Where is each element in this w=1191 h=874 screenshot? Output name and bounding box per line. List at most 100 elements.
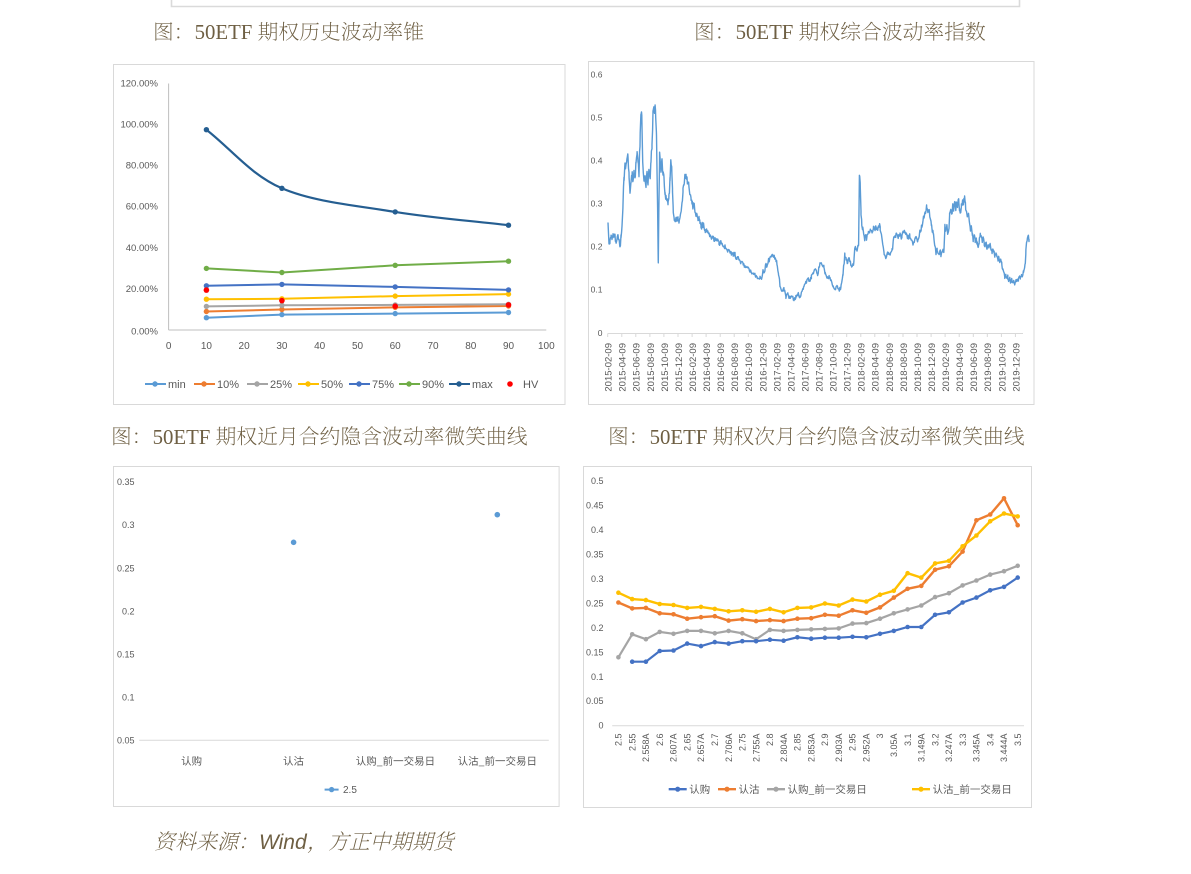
svg-text:0.5: 0.5	[591, 112, 603, 122]
svg-text:2017-02-09: 2017-02-09	[772, 343, 783, 392]
svg-text:3.1: 3.1	[903, 734, 913, 747]
svg-text:50%: 50%	[321, 378, 343, 390]
svg-text:0.2: 0.2	[122, 606, 135, 616]
svg-text:2.95: 2.95	[848, 734, 858, 752]
svg-text:2.558A: 2.558A	[641, 734, 651, 763]
svg-text:2.5: 2.5	[614, 734, 624, 747]
svg-text:0.15: 0.15	[117, 649, 135, 659]
svg-text:0.25: 0.25	[117, 563, 135, 573]
svg-text:0.05: 0.05	[586, 696, 604, 706]
svg-text:2016-10-09: 2016-10-09	[744, 343, 755, 392]
svg-text:2017-12-09: 2017-12-09	[843, 343, 854, 392]
svg-text:3.5: 3.5	[1013, 734, 1023, 747]
svg-text:2.952A: 2.952A	[862, 734, 872, 763]
svg-text:0.1: 0.1	[591, 284, 603, 294]
svg-text:2017-10-09: 2017-10-09	[829, 343, 840, 392]
svg-text:40: 40	[314, 341, 326, 352]
svg-text:50: 50	[352, 341, 364, 352]
svg-text:2018-12-09: 2018-12-09	[927, 343, 938, 392]
svg-text:100.00%: 100.00%	[120, 119, 158, 130]
svg-text:120.00%: 120.00%	[120, 78, 158, 89]
svg-text:70: 70	[427, 341, 439, 352]
svg-text:0.5: 0.5	[591, 476, 604, 486]
svg-text:2.65: 2.65	[683, 734, 693, 752]
svg-text:2.804A: 2.804A	[779, 734, 789, 763]
svg-text:90: 90	[503, 341, 515, 352]
svg-text:0.2: 0.2	[591, 241, 603, 251]
svg-text:2019-08-09: 2019-08-09	[983, 343, 994, 392]
svg-text:2.657A: 2.657A	[696, 734, 706, 763]
svg-text:3.345A: 3.345A	[972, 734, 982, 763]
svg-text:50ETF: 50ETF	[195, 21, 253, 44]
svg-text:2015-06-09: 2015-06-09	[632, 343, 643, 392]
svg-text:2016-06-09: 2016-06-09	[716, 343, 727, 392]
svg-text:0.1: 0.1	[591, 672, 604, 682]
svg-text:2.85: 2.85	[793, 734, 803, 752]
svg-text:2019-04-09: 2019-04-09	[955, 343, 966, 392]
svg-text:80: 80	[465, 341, 477, 352]
svg-text:HV: HV	[523, 378, 539, 390]
svg-text:0.35: 0.35	[586, 549, 604, 559]
svg-text:3.444A: 3.444A	[999, 734, 1009, 763]
svg-text:2.55: 2.55	[627, 734, 637, 752]
svg-text:0: 0	[598, 721, 603, 731]
svg-text:2.75: 2.75	[738, 734, 748, 752]
svg-text:100: 100	[538, 341, 555, 352]
svg-text:2019-10-09: 2019-10-09	[997, 343, 1008, 392]
svg-text:0.2: 0.2	[591, 623, 604, 633]
svg-text:2017-04-09: 2017-04-09	[786, 343, 797, 392]
svg-text:20.00%: 20.00%	[126, 283, 159, 294]
svg-text:2.6: 2.6	[655, 734, 665, 747]
svg-text:2015-12-09: 2015-12-09	[674, 343, 685, 392]
svg-text:2.853A: 2.853A	[806, 734, 816, 763]
svg-text:60.00%: 60.00%	[126, 201, 159, 212]
svg-text:2015-02-09: 2015-02-09	[604, 343, 615, 392]
svg-text:0.6: 0.6	[591, 69, 603, 79]
svg-text:3.05A: 3.05A	[889, 734, 899, 758]
svg-text:2.7: 2.7	[710, 734, 720, 747]
svg-text:2017-06-09: 2017-06-09	[800, 343, 811, 392]
svg-text:50ETF: 50ETF	[736, 21, 794, 44]
svg-text:0.15: 0.15	[586, 647, 604, 657]
svg-text:2.8: 2.8	[765, 734, 775, 747]
svg-text:0.05: 0.05	[117, 736, 135, 746]
svg-text:2016-04-09: 2016-04-09	[702, 343, 713, 392]
svg-text:min: min	[168, 378, 186, 390]
svg-text:3.247A: 3.247A	[944, 734, 954, 763]
svg-text:0.45: 0.45	[586, 501, 604, 511]
svg-text:2.5: 2.5	[343, 785, 357, 796]
svg-text:2018-10-09: 2018-10-09	[913, 343, 924, 392]
svg-text:40.00%: 40.00%	[126, 242, 159, 253]
svg-text:2016-12-09: 2016-12-09	[758, 343, 769, 392]
svg-text:0.4: 0.4	[591, 525, 604, 535]
svg-text:2.607A: 2.607A	[669, 734, 679, 763]
svg-text:20: 20	[239, 341, 251, 352]
svg-text:3.149A: 3.149A	[917, 734, 927, 763]
svg-text:max: max	[472, 378, 493, 390]
svg-text:10: 10	[201, 341, 213, 352]
svg-text:0.35: 0.35	[117, 477, 135, 487]
svg-text:2015-04-09: 2015-04-09	[618, 343, 629, 392]
svg-text:2019-06-09: 2019-06-09	[969, 343, 980, 392]
svg-text:50ETF: 50ETF	[153, 426, 211, 449]
svg-text:0.3: 0.3	[122, 520, 135, 530]
svg-text:0: 0	[598, 327, 603, 337]
svg-text:75%: 75%	[372, 378, 394, 390]
svg-text:50ETF: 50ETF	[650, 426, 708, 449]
svg-text:2.903A: 2.903A	[834, 734, 844, 763]
svg-text:0.1: 0.1	[122, 692, 135, 702]
svg-text:30: 30	[276, 341, 288, 352]
svg-text:3.3: 3.3	[958, 734, 968, 747]
svg-text:3.4: 3.4	[985, 734, 995, 747]
svg-text:2018-08-09: 2018-08-09	[899, 343, 910, 392]
svg-text:2017-08-09: 2017-08-09	[815, 343, 826, 392]
svg-text:2016-08-09: 2016-08-09	[730, 343, 741, 392]
svg-text:2018-06-09: 2018-06-09	[885, 343, 896, 392]
svg-text:2.755A: 2.755A	[751, 734, 761, 763]
svg-text:90%: 90%	[422, 378, 444, 390]
svg-text:0.3: 0.3	[591, 198, 603, 208]
svg-text:10%: 10%	[217, 378, 239, 390]
svg-text:Wind: Wind	[259, 831, 308, 854]
svg-text:0.25: 0.25	[586, 598, 604, 608]
svg-text:2.706A: 2.706A	[724, 734, 734, 763]
